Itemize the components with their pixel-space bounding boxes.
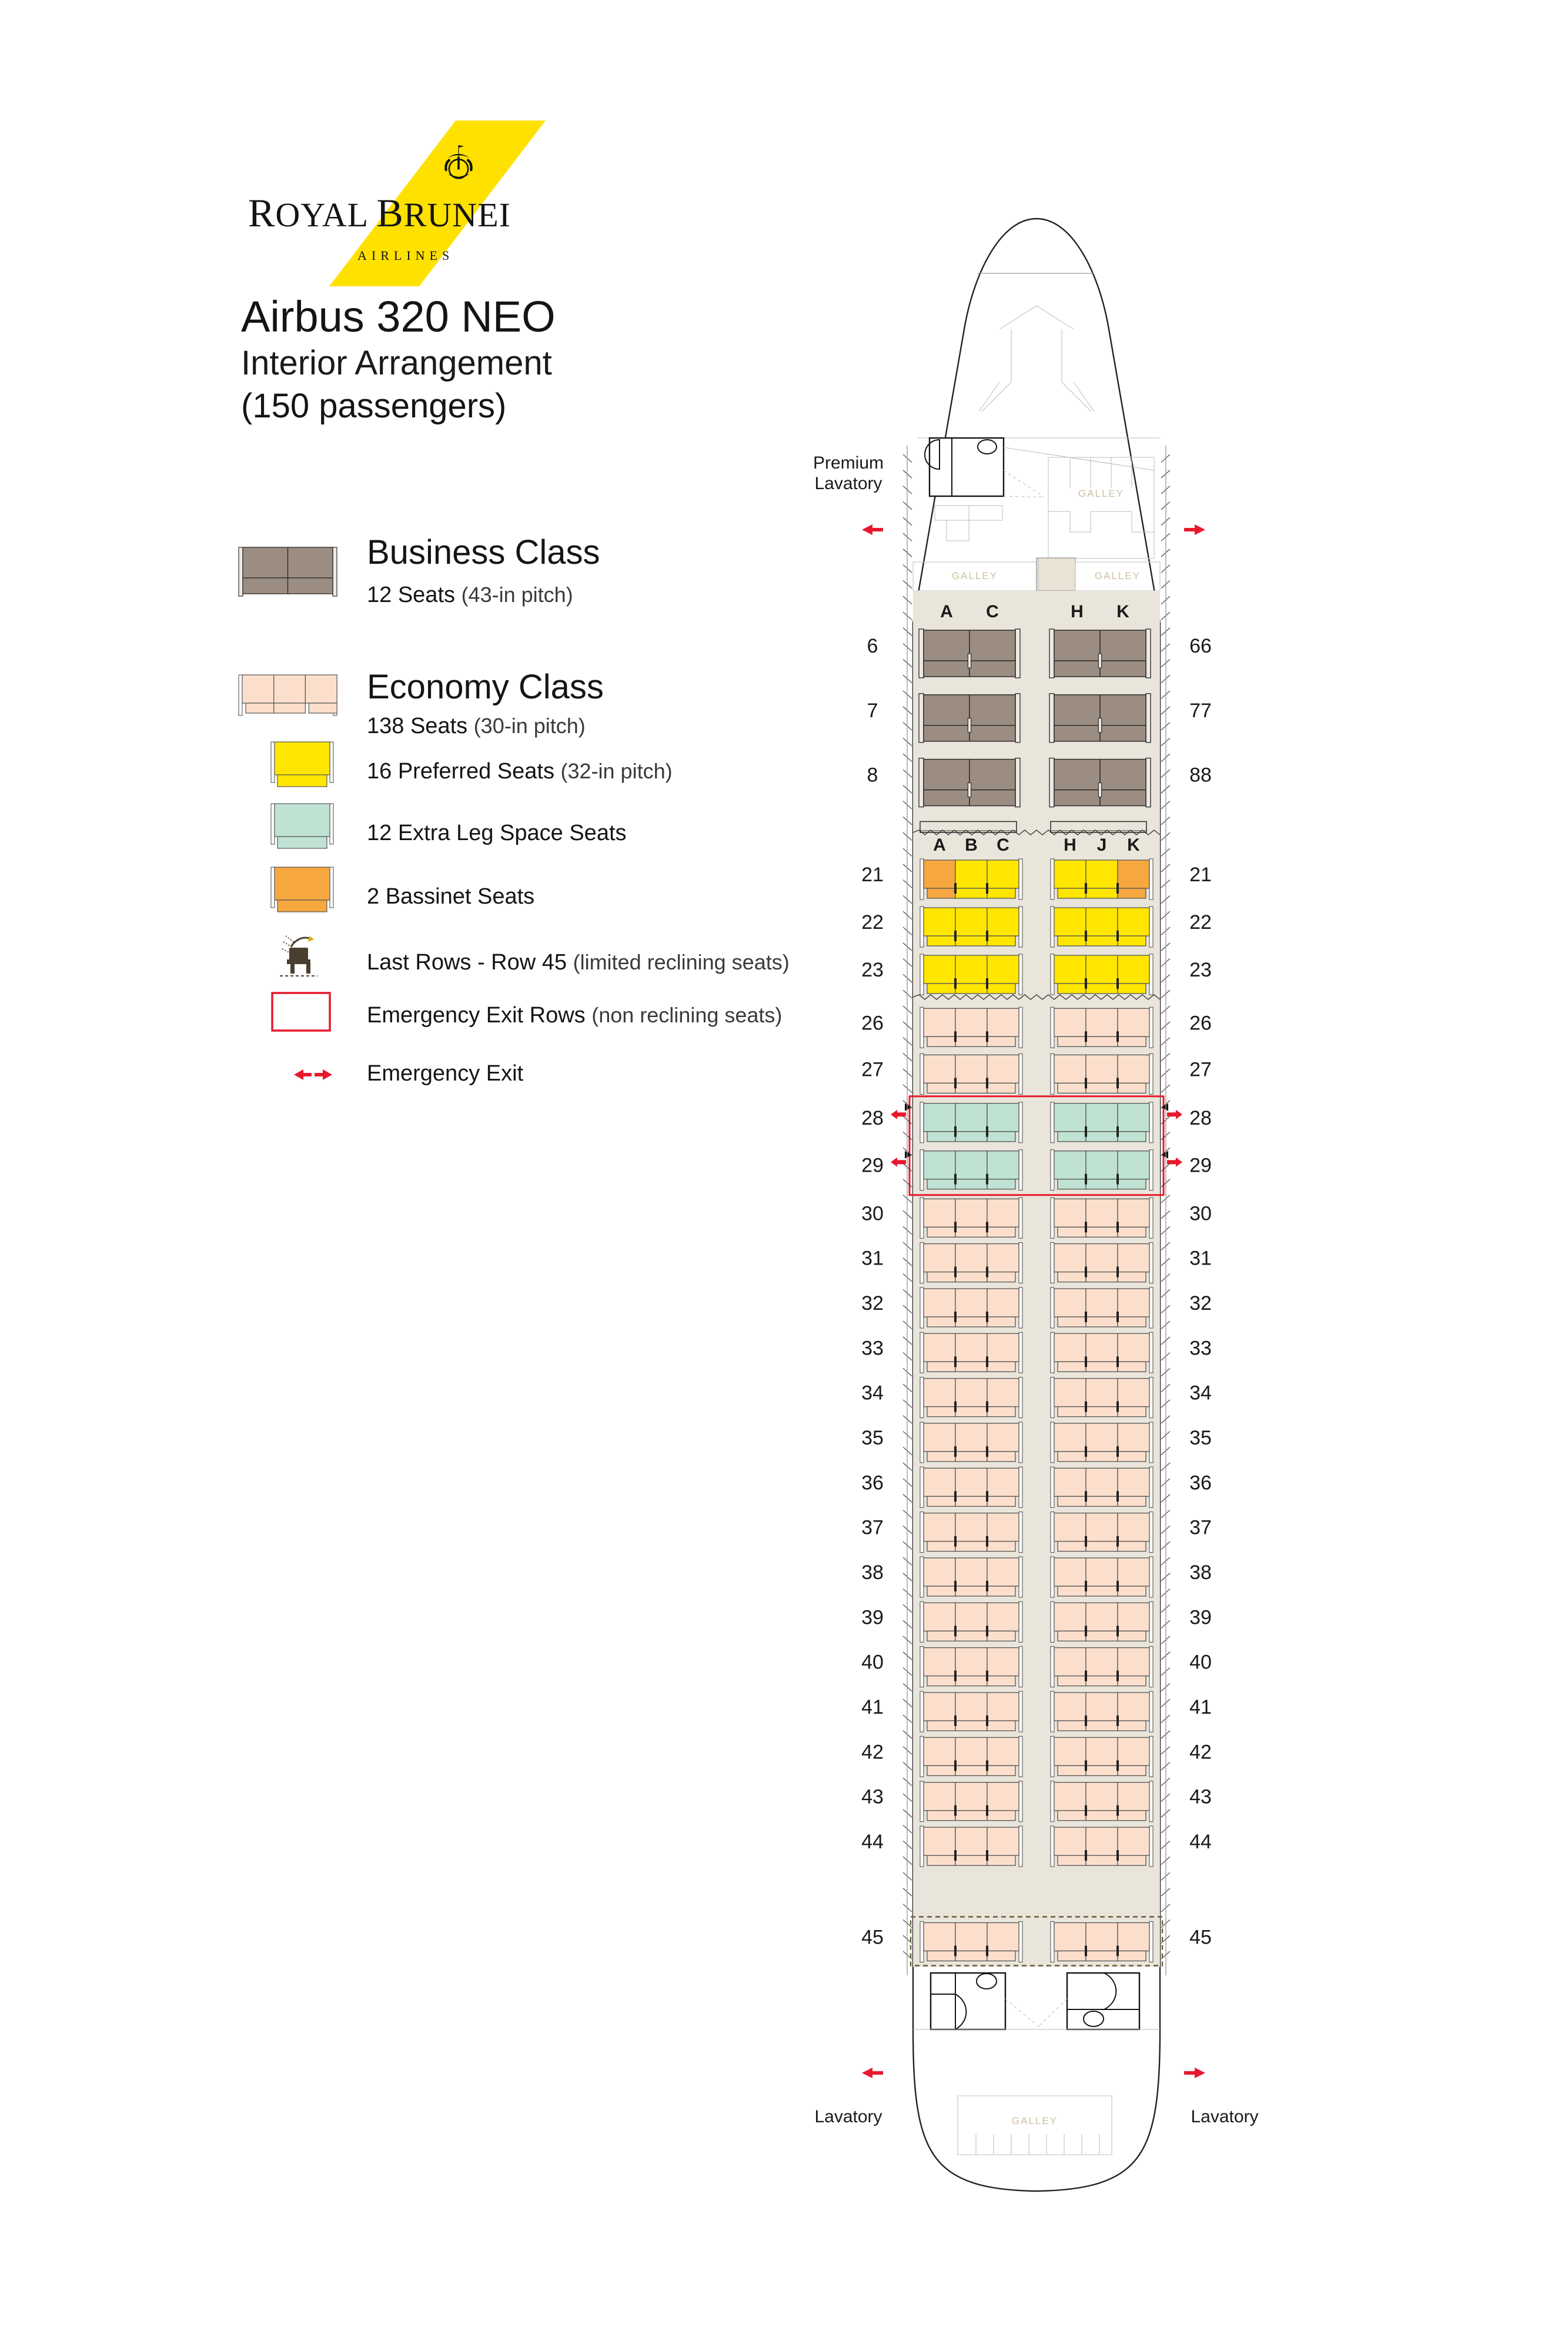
svg-text:43: 43 (861, 1786, 884, 1808)
svg-text:32: 32 (861, 1292, 884, 1315)
svg-text:Lavatory: Lavatory (1191, 2107, 1258, 2126)
svg-text:26: 26 (861, 1012, 884, 1034)
svg-text:43: 43 (1189, 1786, 1212, 1808)
svg-text:22: 22 (861, 911, 884, 934)
svg-text:22: 22 (1189, 911, 1212, 934)
svg-text:31: 31 (861, 1248, 884, 1270)
svg-text:39: 39 (1189, 1606, 1212, 1628)
svg-text:K: K (1127, 835, 1140, 855)
svg-text:32: 32 (1189, 1292, 1212, 1315)
svg-text:27: 27 (1189, 1058, 1212, 1081)
svg-text:29: 29 (861, 1155, 884, 1177)
svg-text:44: 44 (1189, 1831, 1212, 1853)
svg-text:42: 42 (861, 1741, 884, 1763)
svg-text:31: 31 (1189, 1248, 1212, 1270)
svg-text:41: 41 (861, 1696, 884, 1718)
svg-text:40: 40 (861, 1651, 884, 1674)
svg-text:28: 28 (1189, 1107, 1212, 1129)
svg-text:7: 7 (867, 700, 878, 722)
svg-text:66: 66 (1189, 635, 1212, 657)
svg-text:8: 8 (867, 764, 878, 787)
svg-text:37: 37 (1189, 1517, 1212, 1539)
svg-text:H: H (1064, 835, 1076, 855)
svg-text:38: 38 (861, 1561, 884, 1584)
svg-text:37: 37 (861, 1517, 884, 1539)
svg-text:45: 45 (861, 1927, 884, 1949)
svg-text:GALLEY: GALLEY (1012, 2115, 1058, 2126)
svg-text:28: 28 (861, 1107, 884, 1129)
svg-text:27: 27 (861, 1058, 884, 1081)
svg-text:A: A (933, 835, 946, 855)
svg-text:44: 44 (861, 1831, 884, 1853)
svg-text:Lavatory: Lavatory (814, 2107, 882, 2126)
svg-text:41: 41 (1189, 1696, 1212, 1718)
svg-text:42: 42 (1189, 1741, 1212, 1763)
svg-text:33: 33 (1189, 1337, 1212, 1359)
svg-text:Premium: Premium (813, 453, 884, 473)
svg-text:36: 36 (1189, 1471, 1212, 1494)
svg-text:77: 77 (1189, 700, 1212, 722)
svg-text:45: 45 (1189, 1927, 1212, 1949)
svg-text:J: J (1097, 835, 1107, 855)
svg-text:30: 30 (1189, 1202, 1212, 1225)
svg-text:26: 26 (1189, 1012, 1212, 1034)
svg-text:A: A (940, 602, 953, 621)
svg-text:88: 88 (1189, 764, 1212, 787)
svg-text:38: 38 (1189, 1561, 1212, 1584)
svg-text:40: 40 (1189, 1651, 1212, 1674)
svg-text:6: 6 (867, 635, 878, 657)
svg-text:K: K (1116, 602, 1129, 621)
svg-text:30: 30 (861, 1202, 884, 1225)
svg-text:34: 34 (861, 1382, 884, 1404)
svg-text:23: 23 (1189, 959, 1212, 981)
svg-text:35: 35 (861, 1427, 884, 1449)
svg-text:GALLEY: GALLEY (1095, 570, 1141, 581)
svg-text:35: 35 (1189, 1427, 1212, 1449)
svg-text:GALLEY: GALLEY (952, 570, 998, 581)
svg-text:C: C (986, 602, 999, 621)
svg-text:34: 34 (1189, 1382, 1212, 1404)
svg-text:C: C (997, 835, 1009, 855)
svg-text:21: 21 (1189, 864, 1212, 886)
svg-text:H: H (1071, 602, 1084, 621)
svg-text:36: 36 (861, 1471, 884, 1494)
svg-text:Lavatory: Lavatory (814, 474, 882, 493)
svg-text:29: 29 (1189, 1155, 1212, 1177)
svg-text:33: 33 (861, 1337, 884, 1359)
svg-text:39: 39 (861, 1606, 884, 1628)
svg-text:B: B (965, 835, 978, 855)
svg-text:GALLEY: GALLEY (1078, 488, 1124, 499)
svg-text:21: 21 (861, 864, 884, 886)
svg-text:23: 23 (861, 959, 884, 981)
